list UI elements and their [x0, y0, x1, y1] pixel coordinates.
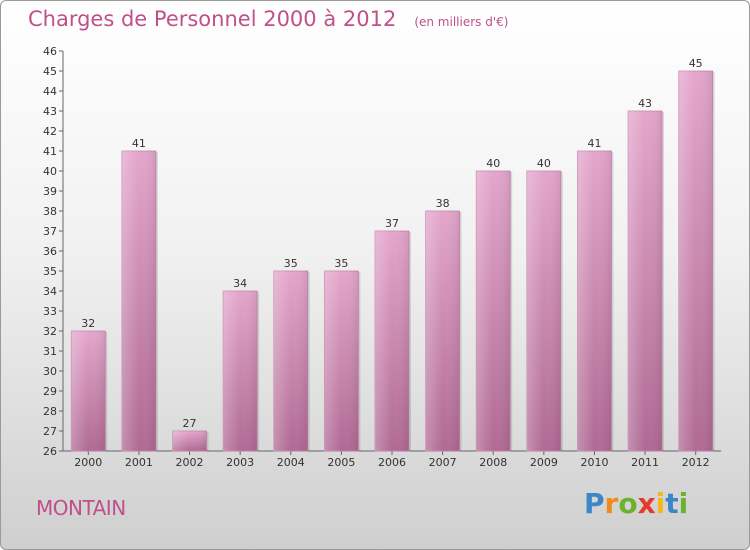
chart-title-text: Charges de Personnel 2000 à 2012: [28, 7, 397, 31]
data-label: 40: [537, 157, 551, 170]
bar-highlight: [324, 271, 359, 451]
x-tick-label: 2008: [479, 456, 507, 469]
y-tick-label: 39: [43, 185, 57, 198]
y-tick-label: 33: [43, 305, 57, 318]
logo-letter: i: [655, 487, 666, 520]
data-labels: 32 41 27 34 35 35 37 38 40 40 41 43 45: [81, 57, 702, 430]
x-tick-label: 2002: [176, 456, 204, 469]
y-tick-label: 44: [43, 85, 57, 98]
y-tick-label: 31: [43, 345, 57, 358]
bar-highlight: [577, 151, 612, 451]
x-tick-label: 2009: [530, 456, 558, 469]
bar-highlight: [425, 211, 460, 451]
y-tick-label: 28: [43, 405, 57, 418]
data-label: 34: [233, 277, 247, 290]
data-label: 38: [436, 197, 450, 210]
y-tick-label: 35: [43, 265, 57, 278]
y-tick-label: 34: [43, 285, 57, 298]
logo-letter: P: [584, 487, 605, 520]
chart-title: Charges de Personnel 2000 à 2012 (en mill…: [28, 7, 508, 31]
y-tick-label: 27: [43, 425, 57, 438]
bar-highlight: [273, 271, 308, 451]
proxiti-logo: Proxiti: [584, 487, 688, 520]
bar-highlight: [678, 71, 713, 451]
x-tick-label: 2000: [74, 456, 102, 469]
x-tick-label: 2005: [327, 456, 355, 469]
x-tick-label: 2001: [125, 456, 153, 469]
x-axis: 2000 2001 2002 2003 2004 2005 2006 2007 2008 2009…: [63, 450, 721, 469]
bar-highlight: [476, 171, 511, 451]
bar-highlight: [172, 431, 207, 451]
y-tick-label: 38: [43, 205, 57, 218]
bar-highlight: [121, 151, 156, 451]
data-label: 43: [638, 97, 652, 110]
x-tick-label: 2012: [682, 456, 710, 469]
data-label: 41: [587, 137, 601, 150]
x-tick-label: 2004: [277, 456, 305, 469]
y-tick-label: 29: [43, 385, 57, 398]
logo-letter: t: [665, 487, 679, 520]
bars: [70, 70, 715, 452]
logo-letter: r: [604, 487, 619, 520]
x-tick-label: 2003: [226, 456, 254, 469]
y-tick-label: 26: [43, 445, 57, 458]
y-tick-label: 46: [43, 45, 57, 58]
x-tick-label: 2007: [429, 456, 457, 469]
data-label: 27: [183, 417, 197, 430]
y-tick-label: 40: [43, 165, 57, 178]
data-label: 41: [132, 137, 146, 150]
data-label: 40: [486, 157, 500, 170]
bar-highlight: [628, 111, 663, 451]
y-tick-label: 30: [43, 365, 57, 378]
y-axis: 26 27 28 29 30 31 32 33 34 35 36 37 38 39 40 41 42 43 44 45…: [43, 45, 64, 458]
data-label: 32: [81, 317, 95, 330]
bar-highlight: [71, 331, 106, 451]
logo-letter: x: [637, 487, 656, 520]
chart-unit: (en milliers d'€): [414, 15, 509, 29]
y-tick-label: 36: [43, 245, 57, 258]
y-tick-label: 45: [43, 65, 57, 78]
y-tick-label: 41: [43, 145, 57, 158]
x-tick-label: 2006: [378, 456, 406, 469]
data-label: 37: [385, 217, 399, 230]
data-label: 45: [689, 57, 703, 70]
bar-highlight: [526, 171, 561, 451]
data-label: 35: [334, 257, 348, 270]
logo-letter: i: [678, 487, 689, 520]
data-label: 35: [284, 257, 298, 270]
y-tick-label: 43: [43, 105, 57, 118]
x-tick-label: 2011: [631, 456, 659, 469]
logo-letter: o: [618, 487, 638, 520]
y-tick-label: 42: [43, 125, 57, 138]
bar-highlight: [375, 231, 409, 451]
x-tick-label: 2010: [580, 456, 608, 469]
y-tick-label: 32: [43, 325, 57, 338]
bar-highlight: [223, 291, 258, 451]
location-name: MONTAIN: [36, 496, 126, 520]
y-tick-label: 37: [43, 225, 57, 238]
